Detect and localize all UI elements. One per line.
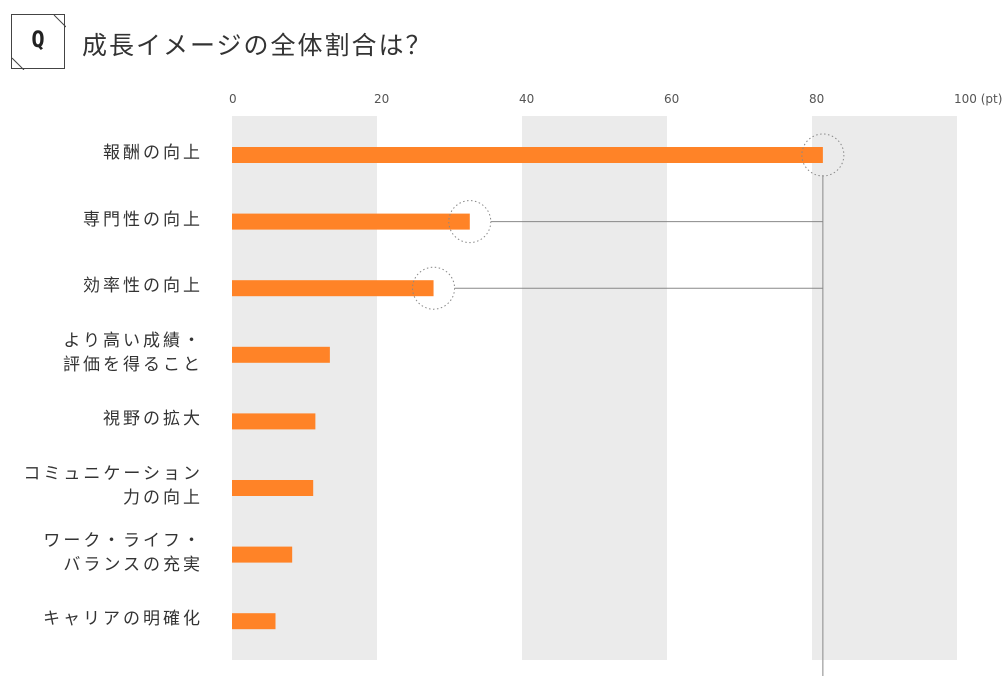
x-tick-label: 0: [229, 92, 237, 106]
category-label-line: 視野の拡大: [103, 409, 203, 430]
bar: [232, 280, 434, 297]
category-label-line: 専門性の向上: [83, 209, 203, 230]
grid-band: [812, 116, 957, 660]
badge-corner-lines: [12, 15, 66, 70]
x-tick-label: 100 (pt): [954, 92, 1002, 106]
question-badge-letter: Q: [31, 28, 45, 53]
category-label-line: バランスの充実: [63, 554, 203, 575]
grid-band: [232, 116, 377, 660]
category-label-line: キャリアの明確化: [43, 609, 203, 630]
category-label: 効率性の向上: [83, 274, 203, 298]
highlight-circle: [801, 133, 845, 177]
highlight-circle: [412, 266, 456, 310]
category-label: 専門性の向上: [83, 208, 203, 232]
category-label: コミュニケーション力の向上: [23, 462, 203, 510]
x-tick-label: 40: [519, 92, 534, 106]
category-label-line: 力の向上: [123, 488, 203, 508]
bar: [232, 147, 823, 163]
category-label: キャリアの明確化: [43, 607, 203, 631]
category-label-line: 効率性の向上: [83, 276, 203, 297]
bar: [232, 346, 330, 363]
category-label: 報酬の向上: [103, 141, 203, 165]
x-tick-label: 60: [664, 92, 679, 106]
category-label-line: 報酬の向上: [103, 143, 203, 163]
category-label: ワーク・ライフ・バランスの充実: [43, 529, 203, 577]
page-title: 成長イメージの全体割合は？: [82, 31, 433, 60]
bar: [232, 546, 293, 563]
x-tick-label: 80: [809, 92, 824, 106]
highlight-circle: [448, 200, 492, 244]
bar: [232, 480, 314, 496]
category-label-line: 評価を得ること: [63, 354, 203, 375]
category-label-line: ワーク・ライフ・: [43, 530, 203, 551]
category-label: より高い成績・ 評価を得ること: [63, 329, 203, 377]
category-label-line: コミュニケーション: [23, 464, 203, 484]
x-tick-label: 20: [374, 92, 389, 106]
bar: [232, 213, 470, 230]
category-label: 視野の拡大: [103, 407, 203, 431]
bar: [232, 613, 276, 630]
grid-band: [522, 116, 667, 660]
category-label-line: より高い成績・: [63, 330, 203, 351]
question-badge: Q: [11, 14, 66, 70]
bar: [232, 413, 316, 430]
